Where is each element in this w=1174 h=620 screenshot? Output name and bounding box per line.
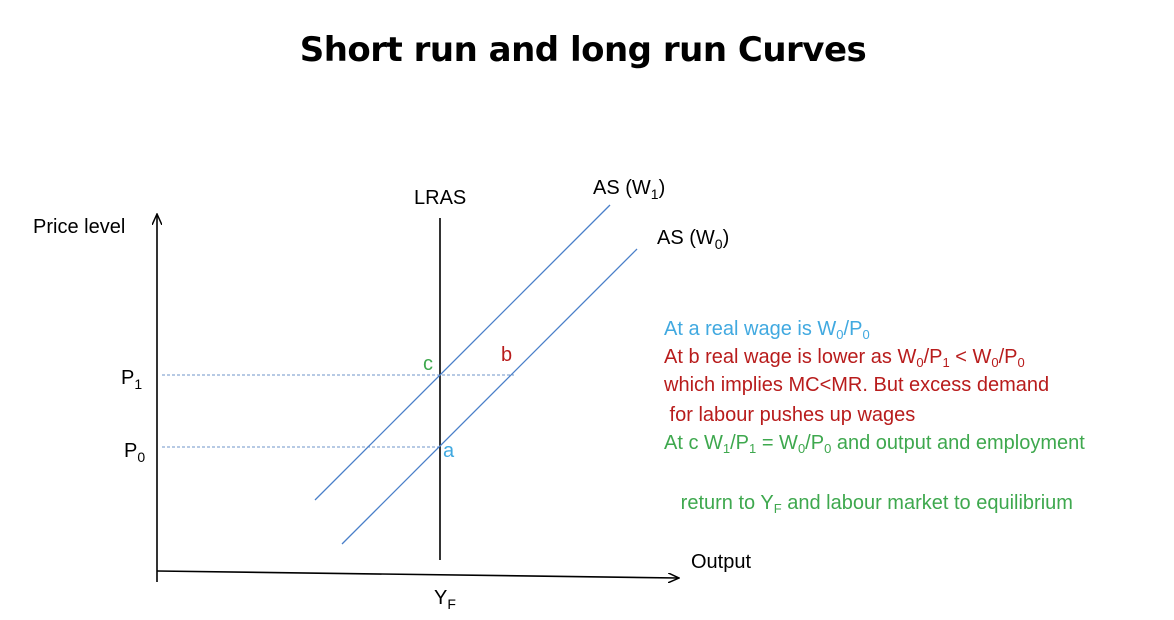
slide-title: Short run and long run Curves xyxy=(299,30,867,70)
p1-label: P1 xyxy=(121,367,142,392)
as-w1-label: AS (W1) xyxy=(593,177,665,202)
point-c-label: c xyxy=(423,353,433,375)
note-line-6: return to YF and labour market to equili… xyxy=(675,492,1073,516)
point-a-label: a xyxy=(443,440,455,462)
output-axis xyxy=(156,570,678,578)
point-b-label: b xyxy=(501,344,512,366)
as-w1-curve xyxy=(314,204,611,501)
note-line-5: At c W1/P1 = W0/P0 and output and employ… xyxy=(664,432,1085,456)
yf-label: YF xyxy=(434,587,456,612)
p0-label: P0 xyxy=(124,440,145,465)
note-line-3: which implies MC<MR. But excess demand xyxy=(664,374,1050,396)
note-line-2: At b real wage is lower as W0/P1 < W0/P0 xyxy=(664,346,1025,370)
y-axis-label: Price level xyxy=(33,216,125,238)
x-axis-label: Output xyxy=(691,551,751,573)
note-line-4: for labour pushes up wages xyxy=(664,404,916,426)
as-w0-curve xyxy=(341,248,638,545)
as-w0-label: AS (W0) xyxy=(657,227,729,252)
lras-label: LRAS xyxy=(414,187,466,209)
note-line-1: At a real wage is W0/P0 xyxy=(664,318,870,342)
